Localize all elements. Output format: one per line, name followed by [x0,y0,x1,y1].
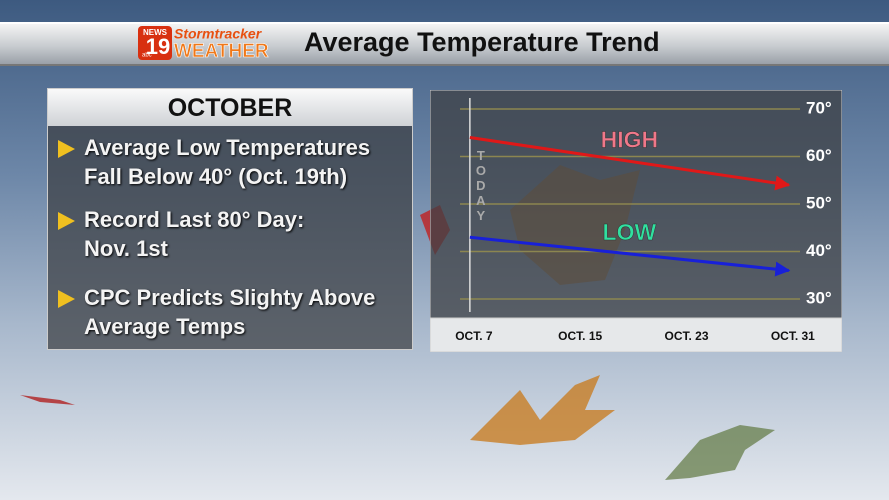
series-label: LOW [603,219,657,245]
bullet-line: Record Last 80° Day: [84,207,305,232]
x-tick-label: OCT. 31 [771,329,815,343]
series-line [469,136,791,191]
today-label: TODAY [475,148,486,223]
bullet-line: CPC Predicts Slighty Above [84,285,376,310]
bullet-item: Record Last 80° Day: Nov. 1st [58,205,304,263]
bullet-line: Average Low Temperatures [84,135,371,160]
info-panel: OCTOBER Average Low Temperatures Fall Bel… [47,88,413,350]
x-tick-label: OCT. 23 [665,329,709,343]
x-tick-label: OCT. 15 [558,329,602,343]
bullet-line: Nov. 1st [84,236,168,261]
bullet [58,140,75,158]
chart: 30° 40° 50° 60° 70° OCT. 7 OCT. 15 OCT. 23 OCT. … [430,90,842,352]
y-tick-label: 40° [806,241,832,260]
x-tick-label: OCT. 7 [455,329,493,343]
x-axis-band [430,317,842,352]
panel-title: OCTOBER [48,89,412,126]
logo: NEWS 19 abc Stormtracker WEATHER [138,26,269,62]
bullet-item: Average Low Temperatures Fall Below 40° (… [58,133,370,191]
logo-number: 19 [146,34,170,59]
bullet-line: Fall Below 40° (Oct. 19th) [84,164,348,189]
bullet [58,212,75,230]
bullet [58,290,75,308]
logo-news: NEWS [143,28,168,37]
logo-weather: WEATHER [174,41,269,62]
y-tick-label: 30° [806,288,832,307]
y-tick-label: 50° [806,193,832,212]
bullet-line: Average Temps [84,314,246,339]
series-label: HIGH [601,126,659,152]
series-line [469,235,791,277]
bullet-item: CPC Predicts Slighty Above Average Temps [58,283,375,341]
logo-stormtracker: Stormtracker [174,26,263,42]
y-tick-label: 60° [806,146,832,165]
title: Average Temperature Trend [304,27,660,57]
y-tick-label: 70° [806,98,832,117]
logo-abc: abc [142,53,152,59]
